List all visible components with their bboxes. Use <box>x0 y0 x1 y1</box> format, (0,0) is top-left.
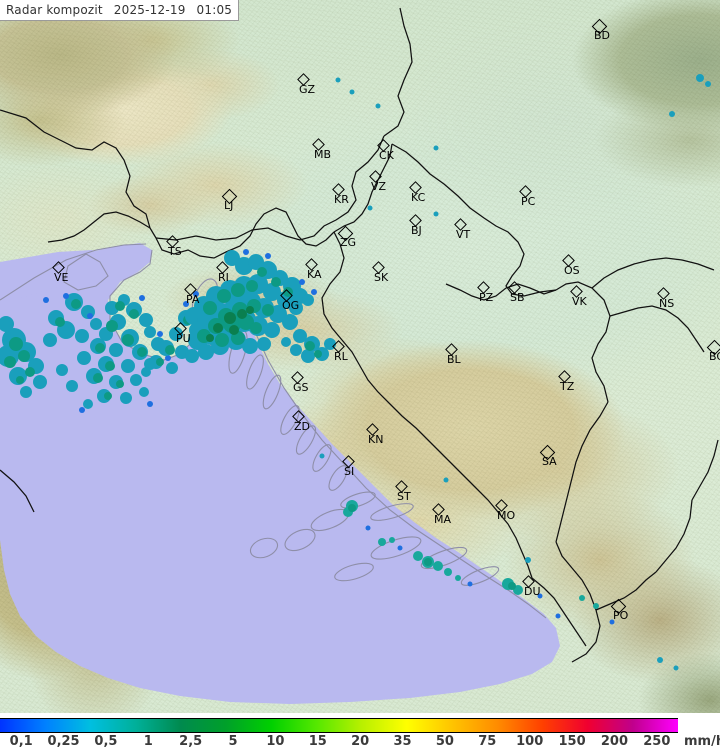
city-label: PZ <box>479 291 494 304</box>
map-city-labels: BD GZ MB CK VZ KR KC PC LJ ZG BJ VT TS RI KA SK OS VE PA OG… <box>52 18 720 622</box>
legend-tick: 75 <box>478 734 497 749</box>
city-label: VT <box>456 228 471 241</box>
city-label: KN <box>368 433 384 446</box>
city-label: SI <box>344 465 355 478</box>
city-label: PO <box>613 609 629 622</box>
legend-tick: 250 <box>643 734 671 749</box>
city-label: KA <box>307 268 322 281</box>
time-stamp: 01:05 <box>196 3 233 17</box>
legend-tick: 100 <box>516 734 544 749</box>
legend-tick: 0,5 <box>94 734 118 749</box>
city-label: PC <box>521 195 536 208</box>
city-label: ZD <box>294 420 311 433</box>
city-label: DU <box>524 585 541 598</box>
legend-unit-label: mm/h <box>684 734 720 749</box>
city-label: SA <box>542 455 557 468</box>
product-title: Radar kompozit <box>6 3 103 17</box>
city-label: ZG <box>340 236 357 249</box>
city-label: GS <box>293 381 309 394</box>
city-label: MA <box>434 513 452 526</box>
legend-tick-labels: 0,1 0,25 0,5 1 2,5 5 10 15 20 35 50 75 100 150 200 250 <box>0 734 720 751</box>
legend-tick: 50 <box>435 734 454 749</box>
legend-tick: 20 <box>351 734 370 749</box>
city-label: TZ <box>560 380 575 393</box>
legend-tick: 2,5 <box>179 734 203 749</box>
legend-tick: 15 <box>308 734 327 749</box>
city-label: OG <box>282 299 300 312</box>
city-label: PU <box>176 332 191 345</box>
legend-panel: 0,1 0,25 0,5 1 2,5 5 10 15 20 35 50 75 100 150 200 250 … <box>0 713 720 751</box>
legend-tick: 200 <box>600 734 629 749</box>
city-label: MB <box>314 148 332 161</box>
city-label: MO <box>497 509 516 522</box>
city-label: SB <box>510 291 525 304</box>
legend-tick: 150 <box>558 734 586 749</box>
city-label: TS <box>168 245 182 258</box>
city-label: PA <box>186 293 200 306</box>
legend-tick: 35 <box>393 734 412 749</box>
city-label: NS <box>659 297 675 310</box>
legend-tick: 5 <box>228 734 238 749</box>
city-label: VE <box>54 271 69 284</box>
city-label: GZ <box>299 83 316 96</box>
city-label: SK <box>374 271 389 284</box>
city-label: RL <box>334 350 348 363</box>
city-label: LJ <box>224 199 234 212</box>
city-label: BJ <box>411 224 422 237</box>
legend-tick: 0,1 <box>9 734 33 749</box>
legend-tick: 10 <box>266 734 285 749</box>
legend-tick: 1 <box>143 734 153 749</box>
city-label: VZ <box>371 180 387 193</box>
title-bar: Radar kompozit 2025-12-19 01:05 <box>0 0 240 21</box>
city-label: BL <box>447 353 461 366</box>
city-label: RI <box>218 271 229 284</box>
city-label: VK <box>572 295 587 308</box>
radar-echo-layer <box>0 74 711 671</box>
date-stamp: 2025-12-19 <box>113 3 186 17</box>
legend-tick: 0,25 <box>47 734 80 749</box>
city-label: KR <box>334 193 349 206</box>
city-label: KC <box>411 191 426 204</box>
radar-map[interactable]: BD GZ MB CK VZ KR KC PC LJ ZG BJ VT TS RI KA SK OS VE PA OG… <box>0 0 720 713</box>
city-label: ST <box>397 490 411 503</box>
city-label: BD <box>594 29 611 42</box>
city-label: BG <box>709 350 720 363</box>
city-label: OS <box>564 264 580 277</box>
city-label: CK <box>379 149 394 162</box>
legend-colorbar <box>0 718 678 733</box>
